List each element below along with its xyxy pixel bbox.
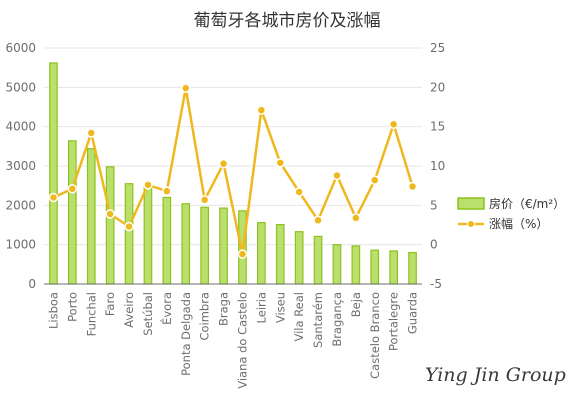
x-tick-label: Portalegre: [387, 292, 401, 351]
right-axis-tick-label: 0: [430, 238, 438, 252]
line-point: [124, 221, 134, 232]
line-point: [237, 249, 248, 259]
line-point: [67, 184, 78, 194]
grid: [44, 47, 422, 285]
x-tick-label: Viseu: [273, 292, 287, 323]
x-tick-label: Aveiro: [122, 292, 136, 328]
left-axis-tick-label: 6000: [5, 41, 36, 55]
line-point: [162, 186, 172, 196]
x-tick-label: Coimbra: [198, 292, 212, 341]
x-tick-label: Braga: [217, 292, 231, 326]
left-axis-ticks: 0 1000 2000 3000 4000 5000 6000: [5, 41, 36, 291]
line-point: [294, 187, 304, 197]
line-point: [86, 128, 96, 138]
x-axis-labels: Lisboa Porto Funchal Faro Aveiro Setúbal Évora…: [46, 292, 419, 389]
x-tick-label: Leiria: [254, 292, 268, 323]
x-tick-label: Porto: [65, 292, 79, 322]
line-point: [48, 192, 59, 203]
left-axis-tick-label: 2000: [5, 198, 36, 212]
bar: [275, 224, 285, 285]
right-axis-tick-label: 5: [430, 198, 438, 212]
line-point: [105, 209, 115, 219]
bar: [389, 250, 398, 285]
line-point: [275, 158, 285, 168]
line-point: [256, 105, 267, 115]
line-point: [143, 180, 153, 190]
chart-title: 葡萄牙各城市房价及涨幅: [194, 11, 381, 31]
line-point: [181, 83, 191, 93]
bar: [143, 187, 153, 285]
line-point: [332, 170, 342, 181]
legend-bar-swatch: [457, 197, 485, 210]
line-point: [199, 195, 210, 205]
right-axis-tick-label: 25: [430, 41, 445, 55]
bar: [332, 244, 342, 285]
line-point: [351, 213, 361, 223]
bar: [181, 203, 191, 285]
bar: [105, 166, 115, 285]
left-axis-tick-label: 0: [28, 277, 36, 291]
legend-line-label: 涨幅（%）: [489, 216, 548, 231]
x-tick-label: Castelo Branco: [368, 292, 382, 379]
bar: [351, 245, 361, 285]
x-tick-label: Setúbal: [141, 292, 155, 336]
x-tick-label: Viana do Castelo: [235, 292, 249, 389]
bar: [219, 207, 228, 285]
bar: [313, 235, 323, 285]
right-axis-tick-label: 15: [430, 120, 445, 134]
line-point: [218, 158, 229, 169]
legend: 房价（€/m²） 涨幅（%）: [457, 196, 565, 231]
bar: [162, 196, 172, 285]
bar: [370, 249, 380, 285]
watermark: Ying Jin Group: [425, 364, 566, 386]
x-tick-label: Lisboa: [46, 292, 60, 329]
left-axis-tick-label: 4000: [5, 120, 36, 134]
bar: [408, 251, 417, 285]
x-tick-label: Bragança: [330, 292, 344, 347]
right-axis-tick-label: -5: [430, 277, 442, 291]
bar: [257, 222, 266, 285]
x-tick-label: Vila Real: [292, 292, 306, 342]
right-axis-tick-label: 10: [430, 159, 445, 173]
x-tick-label: Guarda: [406, 292, 420, 334]
x-tick-label: Funchal: [84, 292, 98, 336]
right-axis-ticks: -5 0 5 10 15 20 25: [430, 41, 445, 291]
x-tick-label: Beja: [349, 292, 363, 317]
right-axis-tick-label: 20: [430, 80, 445, 94]
line-point: [313, 215, 323, 226]
left-axis-tick-label: 5000: [5, 80, 36, 94]
bar: [49, 62, 58, 285]
line-series: [48, 83, 418, 259]
bar: [294, 231, 304, 285]
x-tick-label: Faro: [103, 292, 117, 316]
x-tick-label: Ponta Delgada: [179, 292, 193, 376]
bar: [86, 148, 96, 285]
legend-bar-label: 房价（€/m²）: [489, 196, 565, 211]
line-point: [388, 119, 399, 130]
bar: [67, 140, 77, 285]
left-axis-tick-label: 3000: [5, 159, 36, 173]
line-point: [407, 181, 418, 192]
left-axis-tick-label: 1000: [5, 238, 36, 252]
x-tick-label: Santarém: [311, 292, 325, 348]
bar: [200, 206, 209, 285]
bar-series: [44, 62, 422, 285]
line-point: [370, 175, 380, 185]
x-tick-label: Évora: [159, 292, 174, 325]
legend-line-marker: [467, 220, 475, 228]
bar: [124, 183, 134, 285]
